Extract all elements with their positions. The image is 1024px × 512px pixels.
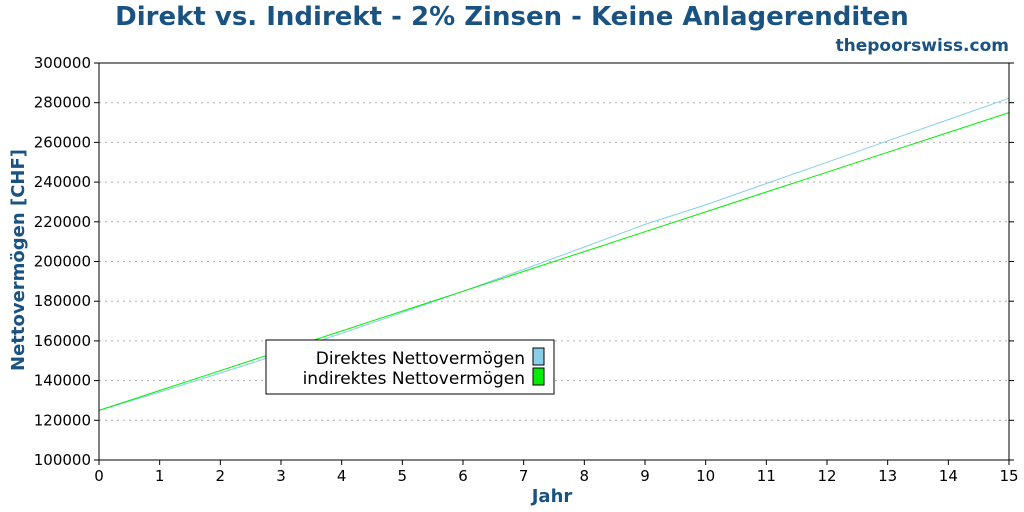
x-tick-label: 13 — [878, 467, 897, 485]
x-tick-label: 0 — [94, 467, 104, 485]
legend: Direktes Nettovermögen indirektes Nettov… — [265, 339, 555, 395]
x-tick-label: 15 — [999, 467, 1018, 485]
legend-label-indirekt: indirektes Nettovermögen — [303, 369, 525, 389]
legend-box — [265, 339, 555, 395]
axis-ticks: 100000 120000 140000 160000 180000 200000 2200… — [34, 54, 1019, 485]
legend-label-direkt: Direktes Nettovermögen — [316, 349, 525, 369]
x-tick-label: 6 — [458, 467, 468, 485]
x-tick-label: 12 — [817, 467, 836, 485]
x-tick-label: 7 — [519, 467, 529, 485]
x-tick-label: 11 — [757, 467, 776, 485]
legend-swatch-indirekt — [532, 367, 545, 386]
y-tick-label: 180000 — [34, 292, 91, 310]
y-tick-label: 300000 — [34, 54, 91, 72]
x-tick-label: 3 — [276, 467, 286, 485]
grid-lines — [99, 102, 1009, 421]
y-tick-label: 120000 — [34, 411, 91, 429]
series-line-1 — [98, 112, 1010, 411]
x-axis-title: Jahr — [530, 486, 573, 507]
x-tick-label: 5 — [398, 467, 408, 485]
y-tick-label: 280000 — [34, 94, 91, 112]
y-tick-label: 240000 — [34, 173, 91, 191]
chart-title: Direkt vs. Indirekt - 2% Zinsen - Keine … — [115, 2, 909, 32]
x-tick-label: 8 — [580, 467, 590, 485]
y-tick-label: 160000 — [34, 332, 91, 350]
x-tick-label: 1 — [155, 467, 165, 485]
x-tick-label: 14 — [939, 467, 958, 485]
chart-source: thepoorswiss.com — [836, 36, 1010, 56]
y-tick-label: 100000 — [34, 451, 91, 469]
x-tick-label: 4 — [337, 467, 347, 485]
y-tick-label: 220000 — [34, 213, 91, 231]
y-tick-label: 200000 — [34, 253, 91, 271]
x-tick-label: 10 — [696, 467, 715, 485]
y-axis-title: Nettovermögen [CHF] — [8, 149, 29, 371]
y-tick-label: 260000 — [34, 133, 91, 151]
legend-swatch-direkt — [532, 347, 545, 366]
x-tick-label: 9 — [640, 467, 650, 485]
plot-area — [98, 97, 1010, 411]
x-tick-label: 2 — [216, 467, 226, 485]
y-tick-label: 140000 — [34, 372, 91, 390]
series-line-0 — [98, 97, 1010, 411]
